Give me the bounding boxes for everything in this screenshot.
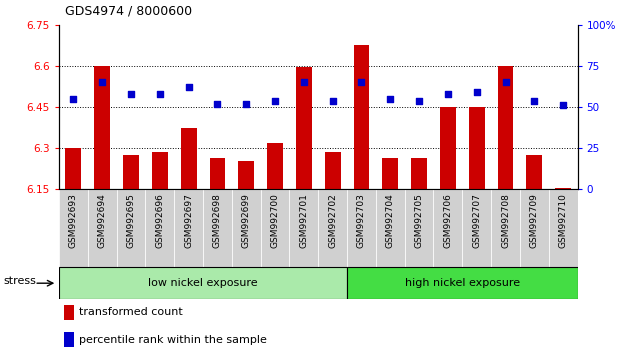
Text: percentile rank within the sample: percentile rank within the sample xyxy=(79,335,266,345)
Bar xyxy=(347,189,376,267)
Bar xyxy=(175,189,203,267)
Bar xyxy=(267,143,283,189)
Bar xyxy=(469,107,484,189)
Text: GSM992699: GSM992699 xyxy=(242,193,251,248)
Text: low nickel exposure: low nickel exposure xyxy=(148,278,258,288)
Bar xyxy=(440,107,456,189)
Point xyxy=(97,80,107,85)
Text: GSM992701: GSM992701 xyxy=(299,193,309,248)
Point xyxy=(328,98,338,103)
Point xyxy=(68,96,78,102)
Bar xyxy=(289,189,318,267)
Bar xyxy=(376,189,405,267)
Text: GSM992695: GSM992695 xyxy=(127,193,135,248)
Bar xyxy=(383,158,398,189)
Point xyxy=(414,98,424,103)
Text: GDS4974 / 8000600: GDS4974 / 8000600 xyxy=(65,5,193,18)
Bar xyxy=(203,189,232,267)
Point xyxy=(184,85,194,90)
Bar xyxy=(549,189,578,267)
Bar xyxy=(325,152,340,189)
Bar xyxy=(491,189,520,267)
Point xyxy=(242,101,252,107)
Point xyxy=(212,101,222,107)
Point xyxy=(270,98,280,103)
Bar xyxy=(59,267,347,299)
Point xyxy=(155,91,165,97)
Point xyxy=(558,103,568,108)
Point xyxy=(443,91,453,97)
Point xyxy=(126,91,136,97)
Text: GSM992708: GSM992708 xyxy=(501,193,510,248)
Text: stress: stress xyxy=(3,276,36,286)
Point xyxy=(501,80,510,85)
Text: high nickel exposure: high nickel exposure xyxy=(405,278,520,288)
Text: GSM992704: GSM992704 xyxy=(386,193,395,248)
Point xyxy=(472,90,482,95)
Text: GSM992700: GSM992700 xyxy=(271,193,279,248)
Bar xyxy=(145,189,175,267)
Bar xyxy=(405,189,433,267)
Text: transformed count: transformed count xyxy=(79,307,183,317)
Bar xyxy=(347,267,578,299)
Bar xyxy=(433,189,462,267)
Text: GSM992707: GSM992707 xyxy=(472,193,481,248)
Bar xyxy=(318,189,347,267)
Point xyxy=(299,80,309,85)
Point xyxy=(385,96,395,102)
Bar xyxy=(497,66,514,189)
Bar xyxy=(94,66,110,189)
Text: GSM992709: GSM992709 xyxy=(530,193,539,248)
Bar xyxy=(152,152,168,189)
Bar xyxy=(181,128,197,189)
Bar xyxy=(209,158,225,189)
Bar xyxy=(261,189,289,267)
Bar xyxy=(238,161,254,189)
Text: GSM992706: GSM992706 xyxy=(443,193,452,248)
Bar xyxy=(117,189,145,267)
Text: GSM992698: GSM992698 xyxy=(213,193,222,248)
Bar xyxy=(65,148,81,189)
Point xyxy=(356,80,366,85)
Bar xyxy=(411,158,427,189)
Text: GSM992703: GSM992703 xyxy=(357,193,366,248)
Text: GSM992693: GSM992693 xyxy=(69,193,78,248)
Bar xyxy=(123,155,139,189)
Bar xyxy=(232,189,261,267)
Bar xyxy=(462,189,491,267)
Text: GSM992697: GSM992697 xyxy=(184,193,193,248)
Bar xyxy=(520,189,549,267)
Bar xyxy=(296,67,312,189)
Bar xyxy=(353,45,369,189)
Bar xyxy=(64,332,73,347)
Bar xyxy=(527,155,542,189)
Text: GSM992694: GSM992694 xyxy=(97,193,107,248)
Text: GSM992705: GSM992705 xyxy=(415,193,424,248)
Bar xyxy=(59,189,88,267)
Bar xyxy=(555,188,571,189)
Bar xyxy=(64,304,73,320)
Text: GSM992710: GSM992710 xyxy=(559,193,568,248)
Text: GSM992696: GSM992696 xyxy=(155,193,165,248)
Point xyxy=(529,98,539,103)
Text: GSM992702: GSM992702 xyxy=(328,193,337,248)
Bar xyxy=(88,189,117,267)
